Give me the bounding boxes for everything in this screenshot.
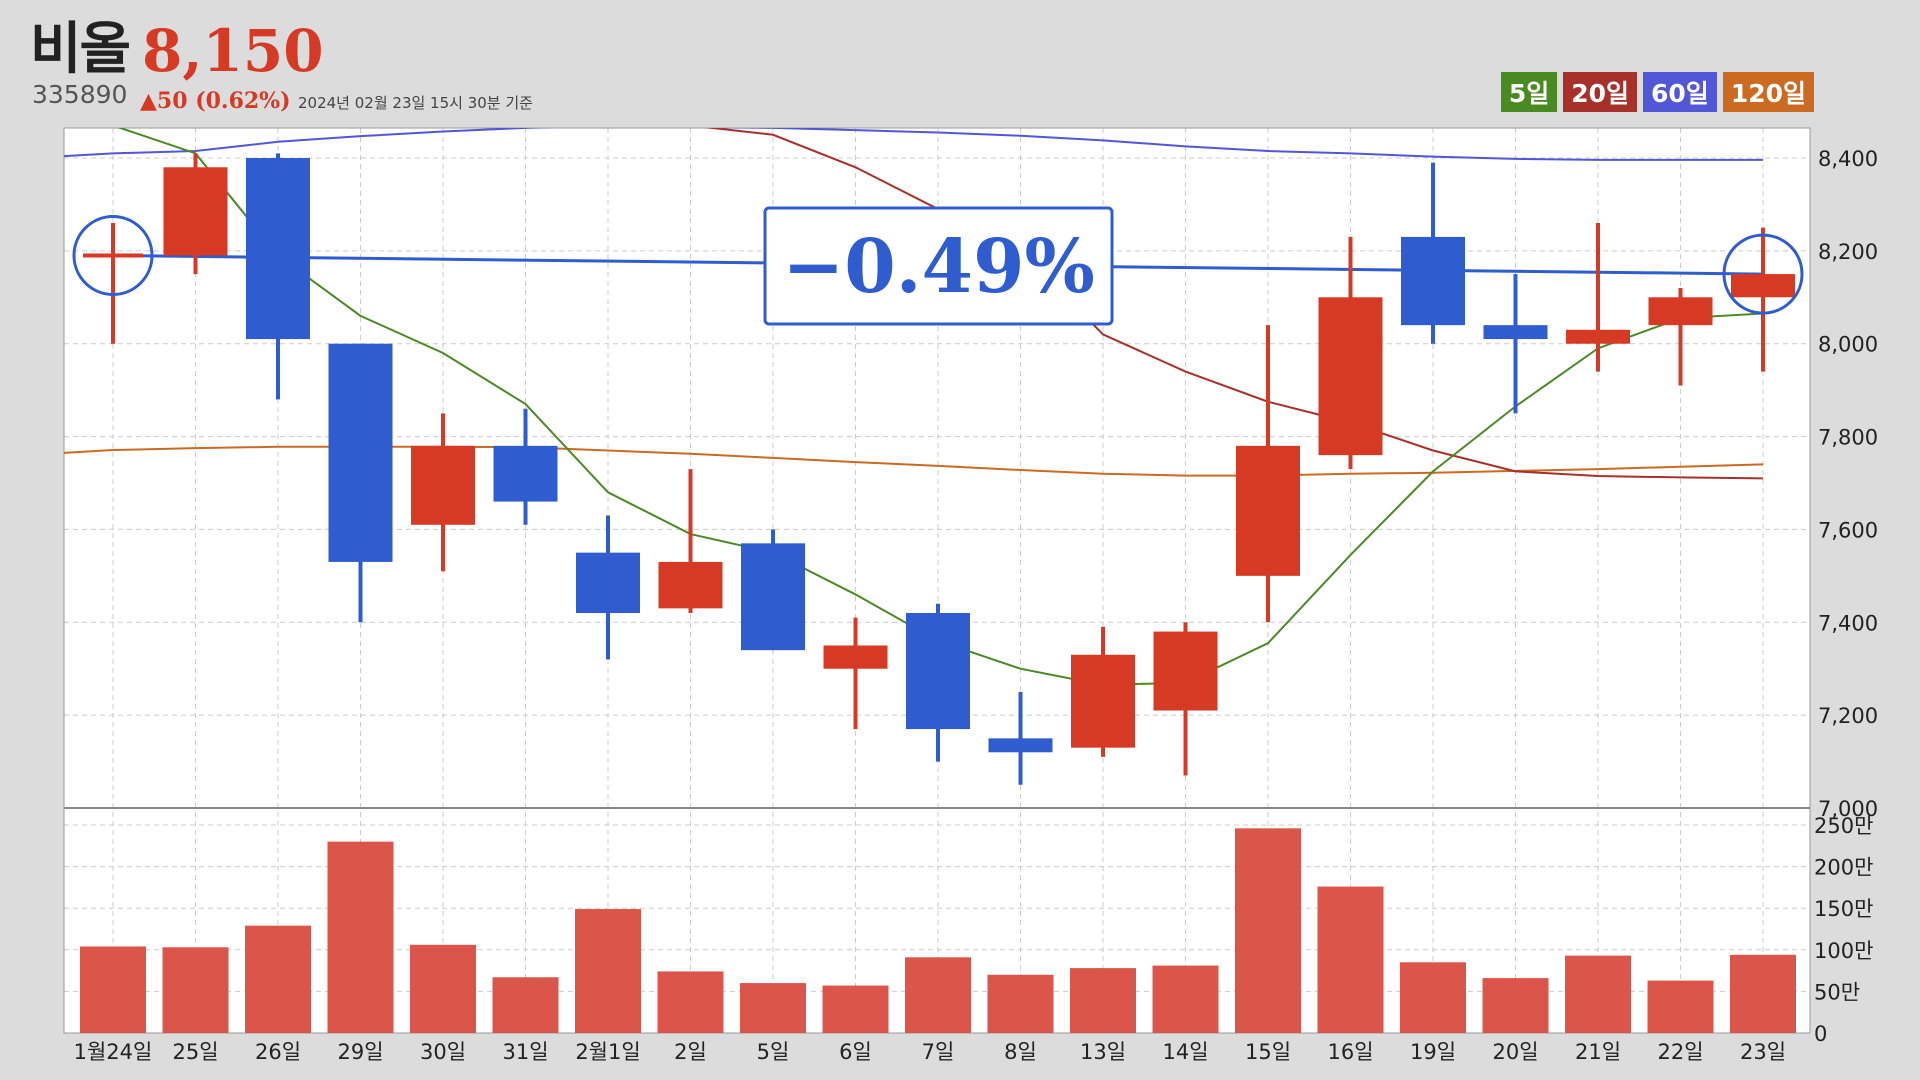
candle-body — [83, 253, 143, 258]
ma-legend-120[interactable]: 120일 — [1722, 72, 1814, 112]
candle-body — [1401, 236, 1465, 326]
x-tick-label: 16일 — [1327, 1040, 1373, 1064]
candle-body — [741, 543, 805, 651]
price-tick-label: 8,000 — [1818, 333, 1878, 357]
x-tick-label: 13일 — [1080, 1040, 1126, 1064]
x-tick-label: 5일 — [757, 1040, 790, 1064]
volume-tick-label: 0 — [1814, 1022, 1827, 1046]
candle-body — [1071, 654, 1135, 748]
price-tick-label: 7,200 — [1818, 704, 1878, 728]
volume-tick-label: 150만 — [1814, 897, 1873, 921]
x-tick-label: 14일 — [1162, 1040, 1208, 1064]
x-tick-label: 29일 — [337, 1040, 383, 1064]
price-tick-label: 8,200 — [1818, 240, 1878, 264]
x-tick-label: 22일 — [1657, 1040, 1703, 1064]
start-marker — [72, 215, 154, 296]
candle-body — [1153, 631, 1218, 711]
candle-body — [1483, 325, 1548, 340]
volume-tick-label: 100만 — [1814, 939, 1873, 963]
stock-price: 8,150 — [142, 17, 324, 85]
volume-bar — [1235, 828, 1301, 1033]
volume-bar — [1482, 978, 1549, 1033]
ma-legend-60[interactable]: 60일 — [1643, 72, 1717, 112]
volume-tick-label: 250만 — [1814, 814, 1873, 838]
x-tick-label: 21일 — [1575, 1040, 1621, 1064]
x-tick-label: 6일 — [839, 1040, 872, 1064]
x-tick-label: 19일 — [1410, 1040, 1456, 1064]
candle-body — [1318, 297, 1383, 456]
volume-tick-label: 200만 — [1814, 856, 1873, 880]
x-tick-label: 1월24일 — [74, 1040, 153, 1064]
ma60-line — [64, 128, 1763, 161]
candle-body — [328, 343, 393, 562]
volume-bar — [410, 944, 476, 1033]
volume-bar — [327, 841, 394, 1033]
price-tick-label: 7,800 — [1818, 426, 1878, 450]
ma-legend-5[interactable]: 5일 — [1500, 72, 1558, 112]
price-series-group — [64, 128, 1804, 785]
x-tick-label: 8일 — [1004, 1040, 1037, 1064]
volume-bar — [1317, 886, 1384, 1033]
price-tick-label: 7,600 — [1818, 518, 1878, 542]
x-tick-label: 30일 — [420, 1040, 466, 1064]
ma120-line — [64, 445, 1764, 477]
candle-body — [246, 158, 310, 340]
volume-bar — [1565, 955, 1631, 1033]
candle-body — [1566, 329, 1630, 344]
x-tick-label: 15일 — [1245, 1040, 1291, 1064]
volume-bar — [987, 974, 1054, 1033]
candle-body — [163, 167, 228, 256]
candle-body — [1731, 274, 1795, 298]
volume-bar — [1070, 968, 1136, 1033]
volume-bar — [905, 957, 971, 1033]
stock-name: 비올 — [30, 17, 131, 82]
volume-bar — [492, 977, 559, 1033]
volume-bar — [657, 971, 724, 1033]
stock-code: 335890 — [32, 80, 128, 109]
end-marker — [1722, 233, 1804, 315]
x-tick-label: 20일 — [1492, 1040, 1538, 1064]
x-tick-label: 2월1일 — [575, 1040, 640, 1064]
candle-body — [411, 445, 475, 525]
volume-bar — [80, 946, 146, 1033]
x-tick-label: 25일 — [172, 1040, 218, 1064]
candle-body — [1648, 297, 1713, 326]
candle-body — [823, 645, 888, 669]
price-change: ▲50 (0.62%) — [140, 88, 291, 114]
timestamp: 2024년 02월 23일 15시 30분 기준 — [298, 94, 533, 112]
x-tick-label: 7일 — [922, 1040, 955, 1064]
volume-bar — [575, 909, 641, 1033]
volume-bar — [162, 947, 229, 1033]
candle-body — [906, 613, 970, 730]
change-annotation-box — [763, 206, 1114, 326]
volume-bar — [1647, 980, 1714, 1033]
candle-body — [988, 738, 1053, 753]
price-tick-label: 7,400 — [1818, 611, 1878, 635]
x-tick-label: 26일 — [255, 1040, 301, 1064]
volume-tick-label: 50만 — [1814, 980, 1860, 1004]
ma-legend-20[interactable]: 20일 — [1563, 72, 1638, 112]
x-tick-label: 31일 — [502, 1040, 548, 1064]
volume-bar — [740, 983, 806, 1033]
candle-body — [493, 445, 558, 502]
x-tick-label: 2일 — [674, 1040, 707, 1064]
volume-bar — [1152, 965, 1219, 1033]
candle-body — [1236, 445, 1300, 576]
candle-body — [658, 561, 723, 609]
candle-body — [576, 552, 640, 613]
ma-legend: 5일 20일 60일 120일 — [1500, 72, 1814, 112]
volume-bar — [1730, 954, 1796, 1033]
volume-bar — [1400, 962, 1466, 1033]
volume-bar — [822, 985, 889, 1033]
x-tick-label: 23일 — [1740, 1040, 1786, 1064]
price-tick-label: 7,000 — [1818, 797, 1878, 821]
volume-bar — [245, 925, 311, 1033]
change-annotation-text: −0.49% — [782, 224, 1095, 310]
price-tick-label: 8,400 — [1818, 147, 1878, 171]
